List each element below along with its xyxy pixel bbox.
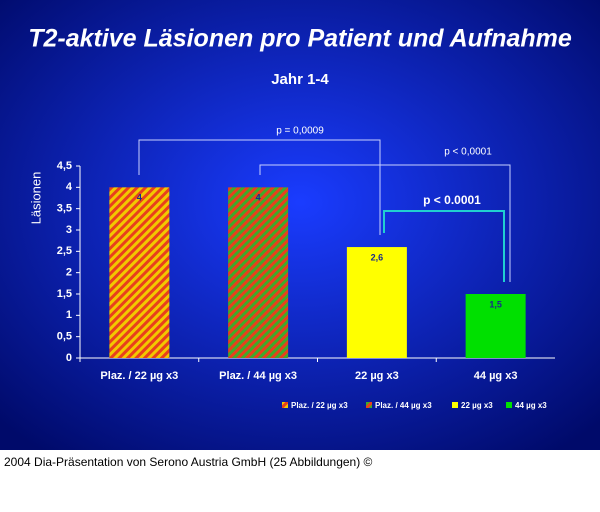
legend-label: Plaz. / 22 µg x3 — [291, 401, 348, 410]
footer-bg — [0, 450, 600, 512]
bar — [109, 187, 170, 358]
legend-label: Plaz. / 44 µg x3 — [375, 401, 432, 410]
bracket — [383, 210, 505, 282]
background — [0, 0, 600, 450]
footer: 2004 Dia-Präsentation von Serono Austria… — [4, 455, 373, 469]
legend-swatch — [366, 402, 372, 408]
bar — [465, 294, 526, 358]
y-tick-label: 1 — [66, 309, 72, 321]
y-axis-label: Läsionen — [28, 172, 43, 225]
y-tick-label: 4 — [66, 181, 73, 193]
y-tick-label: 1,5 — [57, 288, 72, 300]
bar — [228, 187, 289, 358]
data-label: 4 — [256, 193, 261, 203]
y-tick-label: 0 — [66, 352, 72, 364]
annotation: p = 0,0009 — [276, 126, 324, 137]
data-label: 4 — [137, 193, 142, 203]
y-tick-label: 3,5 — [57, 203, 72, 215]
data-label: 1,5 — [489, 299, 502, 309]
legend-swatch — [452, 402, 458, 408]
x-tick-label: Plaz. / 44 µg x3 — [219, 370, 297, 382]
y-tick-label: 2 — [66, 267, 72, 279]
x-tick-label: 22 µg x3 — [355, 370, 399, 382]
data-label: 2,6 — [371, 252, 384, 262]
y-tick-label: 2,5 — [57, 245, 72, 257]
legend-swatch — [282, 402, 288, 408]
y-tick-label: 4,5 — [57, 160, 72, 172]
legend-label: 44 µg x3 — [515, 401, 547, 410]
y-tick-label: 0,5 — [57, 331, 72, 343]
y-tick-label: 3 — [66, 224, 72, 236]
bracket — [259, 164, 511, 282]
bar — [346, 247, 407, 358]
x-tick-label: 44 µg x3 — [474, 370, 518, 382]
bracket — [138, 139, 381, 235]
annotation: p < 0,0001 — [444, 147, 492, 158]
annotation: p < 0.0001 — [423, 193, 481, 207]
legend-swatch — [506, 402, 512, 408]
chart-subtitle: Jahr 1-4 — [271, 71, 329, 88]
chart-title: T2-aktive Läsionen pro Patient und Aufna… — [28, 25, 572, 53]
legend-label: 22 µg x3 — [461, 401, 493, 410]
x-tick-label: Plaz. / 22 µg x3 — [100, 370, 178, 382]
